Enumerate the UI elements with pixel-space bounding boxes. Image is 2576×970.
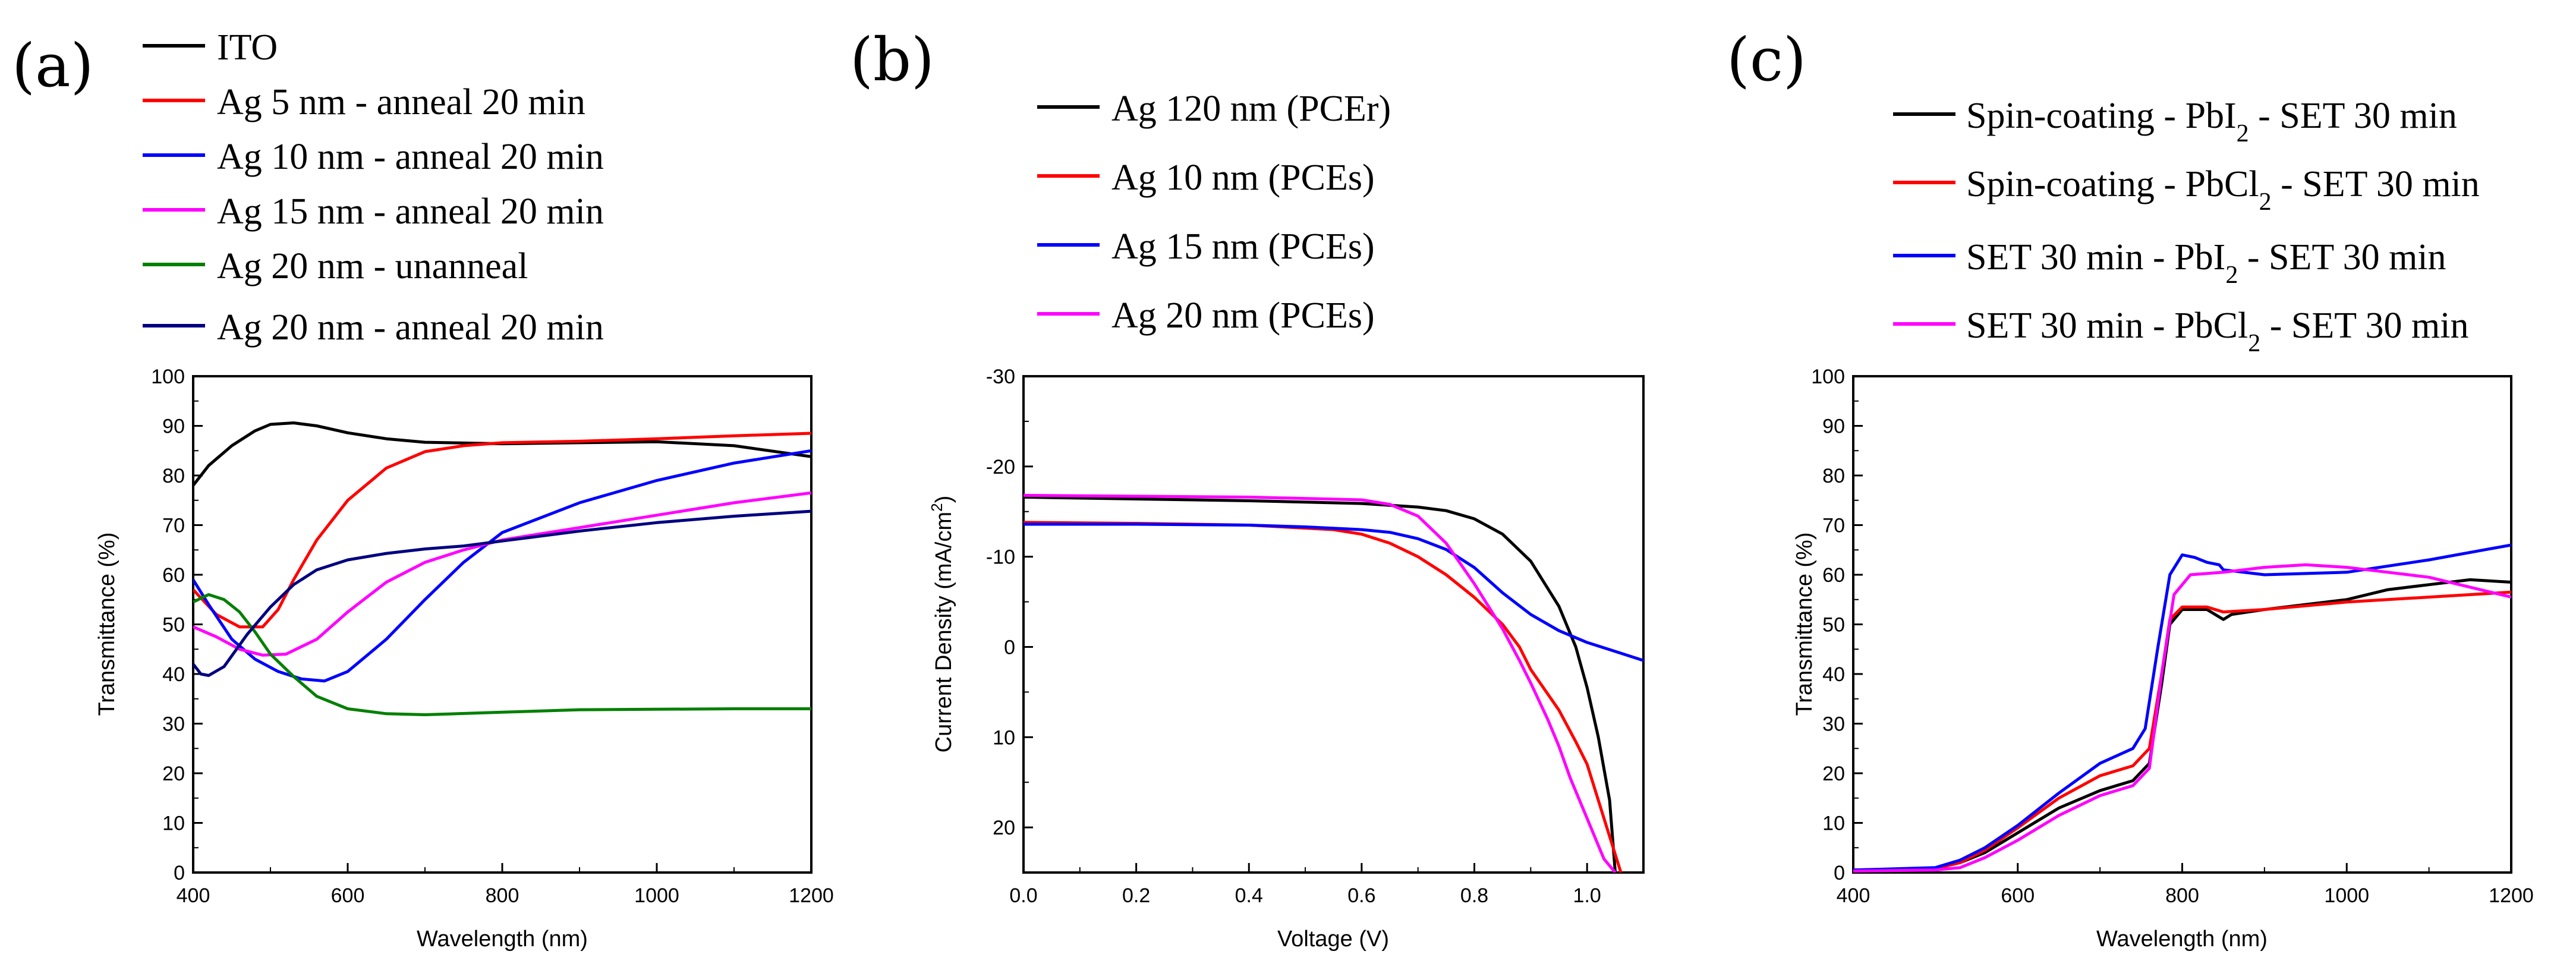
legend-b-label-0: Ag 120 nm (PCEr) <box>1111 89 1391 129</box>
ticks-c: 400 600 800 1000 1200 0 10 20 30 40 50 60 70 80 90 100 <box>1811 366 2534 907</box>
y-tick-label-c: 80 <box>1822 465 1845 487</box>
legend-c: Spin-coating - PbI2 - SET 30 min Spin-co… <box>1893 96 2480 357</box>
series-line-b-3 <box>1024 493 1617 873</box>
plot-frame-b <box>1022 375 1645 874</box>
legend-a: ITO Ag 5 nm - anneal 20 min Ag 10 nm - a… <box>143 27 604 348</box>
series-line-b-1 <box>1024 521 1623 873</box>
y-tick-label-c: 10 <box>1822 812 1845 835</box>
legend-b: Ag 120 nm (PCEr) Ag 10 nm (PCEs) Ag 15 n… <box>1037 89 1391 336</box>
x-tick-label-b: 1.0 <box>1573 884 1601 907</box>
panel-c: (c) Spin-coating - PbI2 - SET 30 min Spi… <box>1727 25 2534 952</box>
legend-c-label-2: SET 30 min - PbI2 - SET 30 min <box>1966 237 2446 289</box>
panel-label-c: (c) <box>1727 25 1806 95</box>
legend-a-label-2: Ag 10 nm - anneal 20 min <box>217 137 604 177</box>
y-tick-label-c: 30 <box>1822 713 1845 736</box>
y-tick-label-b: 20 <box>993 817 1015 839</box>
y-tick-label-c: 100 <box>1811 366 1845 388</box>
legend-c-label-1: Spin-coating - PbCl2 - SET 30 min <box>1966 164 2480 216</box>
legend-b-label-3: Ag 20 nm (PCEs) <box>1111 295 1375 336</box>
x-tick-label-c: 600 <box>2001 884 2035 907</box>
y-tick-label-a: 0 <box>174 862 185 884</box>
y-tick-label-a: 50 <box>162 614 185 637</box>
series-line-a-4 <box>193 593 811 716</box>
series-line-a-0 <box>193 421 811 487</box>
legend-b-label-1: Ag 10 nm (PCEs) <box>1111 158 1375 198</box>
y-axis-title-b: Current Density (mA/cm2) <box>928 496 956 753</box>
series-line-a-1 <box>193 432 811 629</box>
plot-frame-c <box>1852 375 2512 874</box>
x-axis-title-a: Wavelength (nm) <box>417 927 588 952</box>
y-tick-label-b: 0 <box>1004 636 1015 659</box>
series-line-a-2 <box>193 449 811 683</box>
x-tick-label-c: 1200 <box>2489 884 2534 907</box>
y-tick-label-a: 60 <box>162 564 185 587</box>
series-a <box>193 421 811 716</box>
y-tick-label-c: 60 <box>1822 564 1845 587</box>
series-line-a-5 <box>193 509 811 677</box>
y-tick-label-b: 10 <box>993 726 1015 749</box>
y-tick-label-a: 30 <box>162 713 185 736</box>
legend-c-label-0: Spin-coating - PbI2 - SET 30 min <box>1966 96 2457 147</box>
x-axis-title-b: Voltage (V) <box>1277 927 1389 952</box>
y-tick-label-a: 100 <box>151 366 185 388</box>
y-tick-label-b: -10 <box>986 546 1015 569</box>
x-tick-label-b: 0.0 <box>1009 884 1037 907</box>
panel-b: (b) Ag 120 nm (PCEr) Ag 10 nm (PCEs) Ag … <box>850 25 1645 952</box>
x-tick-label-c: 400 <box>1837 884 1870 907</box>
x-tick-label-a: 800 <box>486 884 519 907</box>
series-line-c-0 <box>1853 578 2511 872</box>
panel-label-b: (b) <box>850 25 934 95</box>
y-tick-label-c: 0 <box>1834 862 1845 884</box>
y-tick-label-c: 70 <box>1822 515 1845 537</box>
series-line-a-3 <box>193 491 811 657</box>
y-tick-label-a: 70 <box>162 515 185 537</box>
x-tick-label-a: 1000 <box>634 884 679 907</box>
y-tick-label-a: 40 <box>162 663 185 686</box>
ticks-b: 0.0 0.2 0.4 0.6 0.8 1.0 20 10 0 -10 -20 -30 <box>986 366 1601 907</box>
legend-a-label-1: Ag 5 nm - anneal 20 min <box>217 82 585 122</box>
x-tick-label-a: 1200 <box>789 884 834 907</box>
series-line-b-0 <box>1024 495 1617 873</box>
legend-c-label-3: SET 30 min - PbCl2 - SET 30 min <box>1966 306 2468 357</box>
series-c <box>1853 543 2511 873</box>
series-line-b-2 <box>1024 522 1643 662</box>
y-tick-label-c: 50 <box>1822 614 1845 637</box>
legend-a-label-4: Ag 20 nm - unanneal <box>217 246 528 286</box>
series-line-c-3 <box>1853 563 2511 873</box>
series-line-c-1 <box>1853 590 2511 872</box>
y-tick-label-b: -30 <box>986 366 1015 388</box>
panel-label-a: (a) <box>12 31 94 100</box>
ticks-a: 400 600 800 1000 1200 0 10 20 30 40 50 60 70 80 90 100 <box>151 366 834 907</box>
x-tick-label-b: 0.8 <box>1460 884 1488 907</box>
legend-a-label-3: Ag 15 nm - anneal 20 min <box>217 191 604 232</box>
y-axis-title-c: Transmittance (%) <box>1792 533 1817 716</box>
legend-a-label-5: Ag 20 nm - anneal 20 min <box>217 307 604 348</box>
x-axis-title-c: Wavelength (nm) <box>2096 927 2268 952</box>
x-tick-label-c: 1000 <box>2324 884 2369 907</box>
series-b <box>1024 493 1643 873</box>
y-tick-label-a: 80 <box>162 465 185 487</box>
x-tick-label-c: 800 <box>2165 884 2199 907</box>
plot-frame-a <box>192 375 813 874</box>
y-tick-label-b: -20 <box>986 456 1015 478</box>
y-axis-title-a: Transmittance (%) <box>95 533 119 716</box>
x-tick-label-a: 600 <box>331 884 365 907</box>
x-tick-label-b: 0.6 <box>1347 884 1375 907</box>
legend-a-label-0: ITO <box>217 27 278 68</box>
panel-a: (a) ITO Ag 5 nm - anneal 20 min Ag 10 nm… <box>12 27 834 952</box>
series-line-c-2 <box>1853 543 2511 872</box>
y-tick-label-c: 90 <box>1822 415 1845 438</box>
x-tick-label-a: 400 <box>177 884 210 907</box>
y-tick-label-c: 20 <box>1822 763 1845 785</box>
y-tick-label-a: 10 <box>162 812 185 835</box>
y-tick-label-a: 90 <box>162 415 185 438</box>
x-tick-label-b: 0.4 <box>1235 884 1263 907</box>
y-tick-label-c: 40 <box>1822 663 1845 686</box>
legend-b-label-2: Ag 15 nm (PCEs) <box>1111 226 1375 267</box>
y-tick-label-a: 20 <box>162 763 185 785</box>
x-tick-label-b: 0.2 <box>1122 884 1150 907</box>
